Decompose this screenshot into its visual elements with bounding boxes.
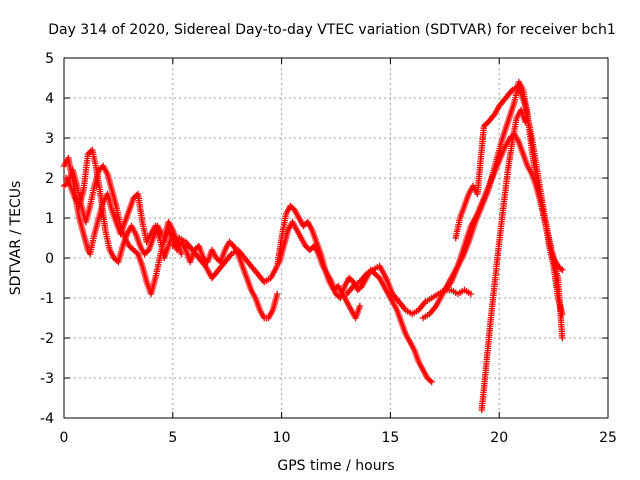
series-track-j — [452, 82, 566, 342]
data-point — [559, 334, 566, 342]
y-tick-label: 5 — [45, 51, 54, 67]
x-tick-label: 0 — [60, 430, 69, 446]
data-point — [467, 290, 475, 298]
x-tick-label: 5 — [168, 430, 177, 446]
data-point — [348, 277, 356, 284]
y-tick-label: 1 — [45, 211, 54, 227]
series-track-k — [478, 106, 529, 414]
data-point — [557, 265, 565, 272]
y-tick-label: -3 — [40, 371, 54, 387]
data-point — [356, 302, 364, 310]
data-point — [229, 241, 236, 248]
series-track-g — [343, 262, 475, 318]
y-tick-label: 2 — [45, 171, 54, 187]
y-tick-label: -4 — [40, 411, 54, 427]
tick-layer: 0 5 10 15 20 25 -4 -3 -2 -1 0 1 2 3 4 5 — [40, 51, 617, 446]
series-track-a — [60, 154, 176, 262]
y-tick-label: -2 — [40, 331, 54, 347]
series-track-c — [63, 146, 166, 266]
y-tick-label: 4 — [45, 91, 54, 107]
y-tick-label: 0 — [45, 251, 54, 267]
y-axis-label: SDTVAR / TECUs — [8, 181, 24, 296]
data-point — [178, 250, 185, 258]
x-tick-label: 10 — [273, 430, 291, 446]
y-tick-label: 3 — [45, 131, 54, 147]
x-axis-label: GPS time / hours — [277, 458, 394, 474]
series-track-e — [169, 202, 364, 322]
chart-title: Day 314 of 2020, Sidereal Day-to-day VTE… — [48, 22, 616, 38]
x-tick-label: 20 — [490, 430, 508, 446]
data-point — [559, 266, 566, 274]
data-point — [427, 377, 434, 384]
data-points — [60, 78, 566, 414]
grid-layer — [64, 58, 608, 418]
y-tick-label: -1 — [40, 291, 54, 307]
x-tick-label: 25 — [599, 430, 617, 446]
data-point — [428, 378, 435, 386]
data-point — [522, 118, 529, 126]
series-track-f — [276, 218, 435, 386]
x-tick-label: 15 — [381, 430, 399, 446]
data-point — [357, 284, 364, 291]
data-point — [374, 273, 382, 280]
data-point — [274, 290, 281, 298]
plot-frame — [63, 57, 609, 419]
